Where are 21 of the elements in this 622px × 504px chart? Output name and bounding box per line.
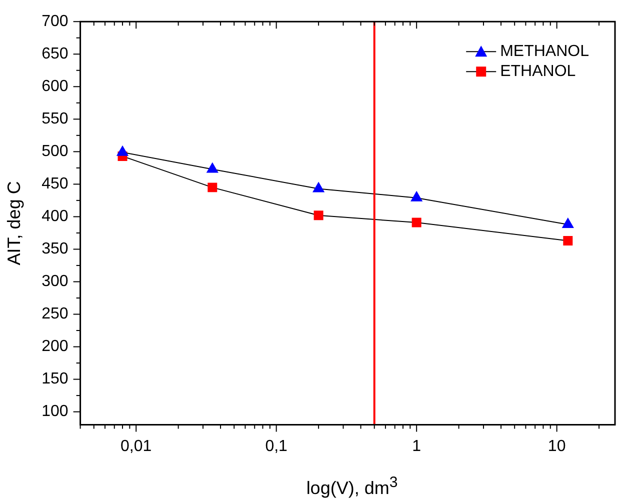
y-tick-label: 600 <box>42 78 68 96</box>
y-tick-label: 500 <box>42 143 68 160</box>
y-tick-label: 100 <box>42 403 68 420</box>
y-tick-label: 550 <box>42 110 68 128</box>
y-tick-label: 650 <box>42 46 68 63</box>
y-tick-label: 200 <box>42 338 68 356</box>
x-tick-label: 10 <box>548 438 566 455</box>
y-tick-label: 250 <box>42 306 68 323</box>
x-tick-label: 0,1 <box>265 438 288 455</box>
y-tick-label: 350 <box>42 240 68 258</box>
y-tick-label: 400 <box>42 208 68 226</box>
y-tick-label: 150 <box>42 370 68 388</box>
y-tick-label: 700 <box>42 13 68 30</box>
x-tick-label: 0,01 <box>120 438 152 455</box>
y-tick-label: 450 <box>42 176 68 193</box>
legend-label: ETHANOL <box>500 63 576 80</box>
x-tick-label: 1 <box>412 438 422 455</box>
y-axis-title: AIT, deg C <box>4 181 24 266</box>
legend-label: METHANOL <box>500 43 590 60</box>
x-axis-title: log(V), dm$^{3}$ <box>305 474 399 499</box>
y-tick-label: 300 <box>42 273 68 290</box>
